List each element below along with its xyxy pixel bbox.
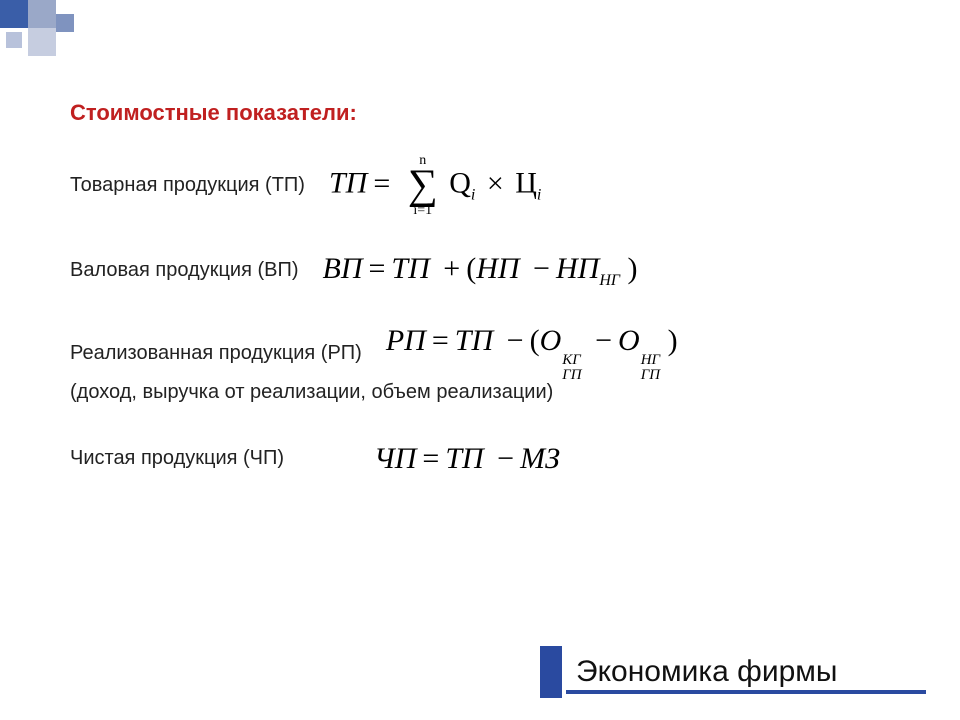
deco-square [28,0,56,28]
corner-decoration [0,0,120,60]
row-vp: Валовая продукция (ВП) ВП=ТП +(НП −НПНГ … [70,252,920,290]
formula-chp: ЧП=ТП −МЗ [374,442,560,476]
label-rp: Реализованная продукция (РП) [70,342,362,365]
note-rp: (доход, выручка от реализации, объем реа… [70,381,920,404]
formula-rp: РП=ТП −(ОКГГП −ОНГГП ) [386,324,678,383]
section-heading: Стоимостные показатели: [70,100,920,126]
deco-square [56,14,74,32]
slide-content: Стоимостные показатели: Товарная продукц… [70,100,920,510]
formula-tp: ТП= n ∑ i=1 Qi × Цi [329,154,541,218]
formula-vp: ВП=ТП +(НП −НПНГ ) [323,252,638,290]
label-vp: Валовая продукция (ВП) [70,259,299,282]
row-chp: Чистая продукция (ЧП) ЧП=ТП −МЗ [70,442,920,476]
row-tp: Товарная продукция (ТП) ТП= n ∑ i=1 Qi ×… [70,154,920,218]
footer-bar [540,646,562,698]
row-rp: Реализованная продукция (РП) РП=ТП −(ОКГ… [70,324,920,383]
deco-square [6,32,22,48]
deco-square [0,0,28,28]
footer-banner: Экономика фирмы [540,646,960,698]
label-chp: Чистая продукция (ЧП) [70,447,284,470]
footer-text: Экономика фирмы [576,655,837,689]
deco-square [28,28,56,56]
footer-underline [566,690,926,694]
label-tp: Товарная продукция (ТП) [70,174,305,197]
